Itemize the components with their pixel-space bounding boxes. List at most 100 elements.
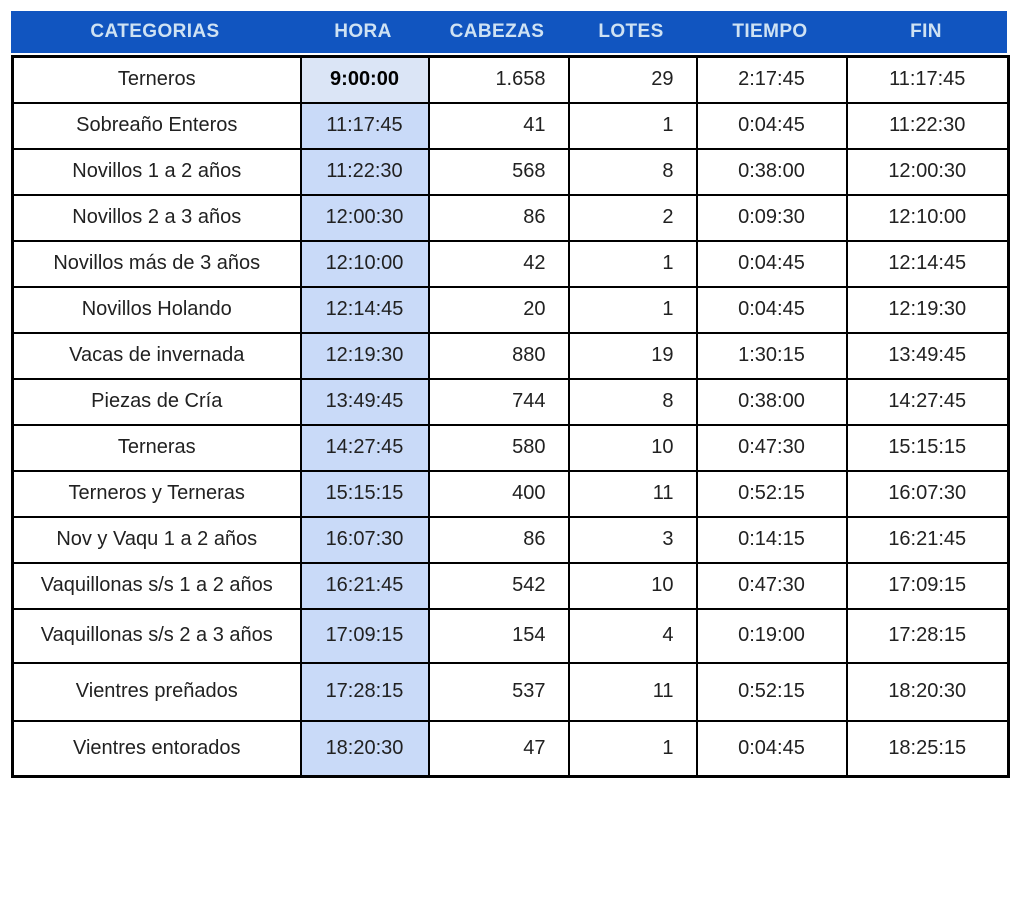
cell-lotes: 8 [567,377,698,426]
cell-cabezas: 41 [427,101,570,150]
table-row: Sobreaño Enteros 11:17:45 41 1 0:04:45 11:22:… [11,101,1010,150]
cell-tiempo: 0:04:45 [695,719,848,778]
cell-lotes: 1 [567,719,698,778]
cell-hora: 15:15:15 [299,469,430,518]
header-cell-hora: HORA [334,21,392,42]
cell-lotes: 11 [567,661,698,722]
cell-fin: 12:10:00 [845,193,1010,242]
table-row: Vientres entorados 18:20:30 47 1 0:04:45 18:2… [11,719,1010,778]
cell-fin: 14:27:45 [845,377,1010,426]
table-row: Terneros y Terneras 15:15:15 400 11 0:52:15 1… [11,469,1010,518]
cell-lotes: 3 [567,515,698,564]
table-row: Vaquillonas s/s 2 a 3 años 17:09:15 154 4 0:… [11,607,1010,664]
cell-tiempo: 2:17:45 [695,55,848,104]
cell-cabezas: 42 [427,239,570,288]
cell-lotes: 1 [567,101,698,150]
cell-lotes: 10 [567,423,698,472]
cell-tiempo: 0:04:45 [695,101,848,150]
cell-categoria: Novillos 2 a 3 años [11,193,302,242]
cell-cabezas: 86 [427,193,570,242]
cell-categoria: Novillos Holando [11,285,302,334]
cell-hora: 16:21:45 [299,561,430,610]
cell-tiempo: 0:38:00 [695,377,848,426]
cell-hora: 12:14:45 [299,285,430,334]
header-cell-fin: FIN [910,21,942,42]
cell-hora: 16:07:30 [299,515,430,564]
cell-lotes: 1 [567,285,698,334]
cell-lotes: 2 [567,193,698,242]
page: CATEGORIAS HORA CABEZAS LOTES TIEMPO FIN… [11,11,1010,778]
table-row: Terneros 9:00:00 1.658 29 2:17:45 11:17:45 [11,55,1010,104]
cell-tiempo: 1:30:15 [695,331,848,380]
cell-categoria: Vientres entorados [11,719,302,778]
cell-fin: 17:09:15 [845,561,1010,610]
cell-categoria: Sobreaño Enteros [11,101,302,150]
cell-fin: 11:17:45 [845,55,1010,104]
cell-fin: 12:19:30 [845,285,1010,334]
cell-hora: 12:10:00 [299,239,430,288]
table-row: Novillos más de 3 años 12:10:00 42 1 0:04:45… [11,239,1010,288]
cell-cabezas: 1.658 [427,55,570,104]
table-row: Novillos 1 a 2 años 11:22:30 568 8 0:38:00 12… [11,147,1010,196]
cell-cabezas: 154 [427,607,570,664]
cell-hora: 17:28:15 [299,661,430,722]
cell-tiempo: 0:04:45 [695,285,848,334]
cell-categoria: Terneros y Terneras [11,469,302,518]
cell-fin: 12:00:30 [845,147,1010,196]
cell-tiempo: 0:47:30 [695,423,848,472]
table-row: Vientres preñados 17:28:15 537 11 0:52:15 18:… [11,661,1010,722]
table-row: Vaquillonas s/s 1 a 2 años 16:21:45 542 10 0… [11,561,1010,610]
cell-fin: 18:25:15 [845,719,1010,778]
cell-categoria: Nov y Vaqu 1 a 2 años [11,515,302,564]
cell-tiempo: 0:04:45 [695,239,848,288]
header-cell-categorias: CATEGORIAS [90,21,220,42]
cell-tiempo: 0:14:15 [695,515,848,564]
cell-categoria: Vientres preñados [11,661,302,722]
table-header-row: CATEGORIAS HORA CABEZAS LOTES TIEMPO FIN [11,11,1007,53]
cell-categoria: Terneros [11,55,302,104]
auction-schedule-table: Terneros 9:00:00 1.658 29 2:17:45 11:17:45 Sob… [11,55,1010,778]
cell-cabezas: 86 [427,515,570,564]
table-row: Vacas de invernada 12:19:30 880 19 1:30:15 13… [11,331,1010,380]
cell-cabezas: 580 [427,423,570,472]
cell-cabezas: 20 [427,285,570,334]
cell-fin: 16:21:45 [845,515,1010,564]
cell-categoria: Novillos 1 a 2 años [11,147,302,196]
cell-hora: 12:19:30 [299,331,430,380]
cell-cabezas: 47 [427,719,570,778]
cell-fin: 13:49:45 [845,331,1010,380]
cell-categoria: Terneras [11,423,302,472]
cell-categoria: Novillos más de 3 años [11,239,302,288]
header-cell-lotes: LOTES [598,21,664,42]
cell-fin: 12:14:45 [845,239,1010,288]
cell-lotes: 29 [567,55,698,104]
cell-tiempo: 0:47:30 [695,561,848,610]
cell-lotes: 1 [567,239,698,288]
cell-hora: 9:00:00 [299,55,430,104]
cell-fin: 17:28:15 [845,607,1010,664]
cell-tiempo: 0:52:15 [695,661,848,722]
cell-cabezas: 537 [427,661,570,722]
cell-cabezas: 568 [427,147,570,196]
cell-tiempo: 0:38:00 [695,147,848,196]
cell-cabezas: 400 [427,469,570,518]
cell-lotes: 4 [567,607,698,664]
cell-cabezas: 880 [427,331,570,380]
table-row: Terneras 14:27:45 580 10 0:47:30 15:15:15 [11,423,1010,472]
cell-fin: 11:22:30 [845,101,1010,150]
cell-hora: 14:27:45 [299,423,430,472]
cell-tiempo: 0:52:15 [695,469,848,518]
cell-lotes: 19 [567,331,698,380]
cell-hora: 11:22:30 [299,147,430,196]
cell-fin: 16:07:30 [845,469,1010,518]
cell-categoria: Vacas de invernada [11,331,302,380]
cell-categoria: Vaquillonas s/s 1 a 2 años [11,561,302,610]
header-cell-tiempo: TIEMPO [732,21,808,42]
header-cell-cabezas: CABEZAS [449,21,545,42]
table-row: Nov y Vaqu 1 a 2 años 16:07:30 86 3 0:14:15 1… [11,515,1010,564]
cell-hora: 18:20:30 [299,719,430,778]
cell-fin: 15:15:15 [845,423,1010,472]
cell-cabezas: 542 [427,561,570,610]
cell-lotes: 8 [567,147,698,196]
table-row: Novillos Holando 12:14:45 20 1 0:04:45 12:19:… [11,285,1010,334]
